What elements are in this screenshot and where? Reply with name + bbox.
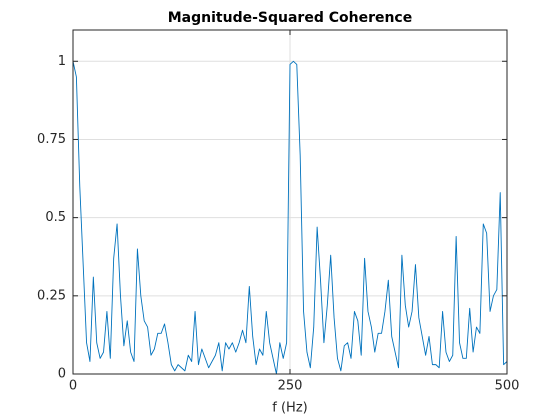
series-layer — [72, 60, 508, 375]
y-tick-label: 0 — [58, 367, 66, 382]
y-tick-label: 0.75 — [37, 132, 66, 147]
y-tick-label: 0.5 — [45, 210, 66, 225]
x-tick-label: 500 — [495, 379, 520, 394]
chart-title: Magnitude-Squared Coherence — [168, 10, 412, 26]
y-tick-label: 1 — [58, 54, 66, 69]
series-line — [72, 60, 508, 375]
x-tick-label: 250 — [278, 379, 303, 394]
y-tick-label: 0.25 — [37, 288, 66, 303]
x-tick-label: 0 — [69, 379, 77, 394]
axes: 0 250 500 0 0.25 0.5 0.75 1 — [37, 29, 520, 394]
x-axis-label: f (Hz) — [272, 401, 307, 416]
axes-box — [72, 29, 508, 375]
